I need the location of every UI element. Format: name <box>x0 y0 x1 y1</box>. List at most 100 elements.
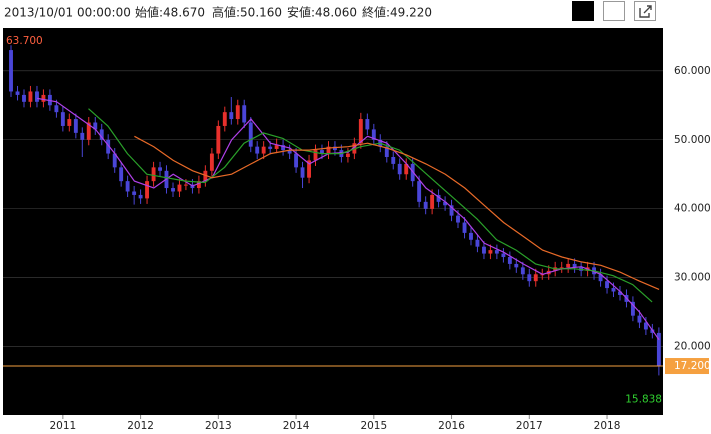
candle-body <box>35 91 39 102</box>
candle-body <box>9 50 13 92</box>
candle-body <box>643 322 648 330</box>
candle-body <box>313 150 318 161</box>
candle-body <box>630 301 635 316</box>
min-marker-label: 15.838 <box>625 393 662 405</box>
x-tick-label: 2015 <box>360 420 387 432</box>
white-theme-button[interactable] <box>603 1 625 21</box>
candle-body <box>171 188 175 192</box>
candle-body <box>22 94 26 102</box>
x-tick-label: 2014 <box>283 420 310 432</box>
candle-body <box>533 274 538 282</box>
candle-body <box>404 163 409 175</box>
candle-body <box>242 105 247 123</box>
candle-body <box>501 253 506 258</box>
candle-body <box>99 129 104 140</box>
candle-body <box>449 205 454 216</box>
x-tick-label: 2011 <box>49 420 76 432</box>
open-external-button[interactable] <box>634 1 656 21</box>
candle-body <box>326 146 331 154</box>
candle-body <box>255 146 260 154</box>
header-open: 始値:48.670 <box>135 5 205 20</box>
candle-body <box>391 157 396 164</box>
candle-body <box>488 250 493 254</box>
candle-body <box>41 94 46 102</box>
candle-body <box>222 112 227 126</box>
y-tick-label: 60.000 <box>674 65 711 77</box>
candle-body <box>177 184 182 192</box>
candle-body <box>559 267 564 269</box>
candle-body <box>138 194 143 199</box>
header-low: 安値:48.060 <box>287 5 357 20</box>
candle-body <box>112 153 117 168</box>
candle-body <box>158 167 162 171</box>
candle-body <box>93 122 98 130</box>
x-tick-label: 2013 <box>205 420 232 432</box>
candle-body <box>475 239 480 247</box>
x-tick-label: 2017 <box>516 420 543 432</box>
plot-area <box>3 28 663 415</box>
candle-body <box>598 274 603 282</box>
candle-body <box>125 181 130 192</box>
candle-body <box>80 132 85 140</box>
candle-body <box>300 167 305 178</box>
candle-body <box>229 112 234 120</box>
candle-body <box>235 105 240 120</box>
candle-body <box>183 184 188 186</box>
x-tick-label: 2016 <box>438 420 465 432</box>
candle-body <box>209 153 214 171</box>
candle-body <box>132 191 137 195</box>
candle-body <box>443 201 448 206</box>
candle-body <box>261 146 266 154</box>
candle-body <box>248 122 253 147</box>
candle-body <box>281 145 286 151</box>
candle-body <box>28 91 33 102</box>
candle-body <box>274 145 279 149</box>
candle-body <box>566 263 571 268</box>
candle-body <box>67 119 72 126</box>
candle-body <box>507 257 512 264</box>
candle-body <box>462 222 467 233</box>
y-tick-label: 20.000 <box>674 341 711 353</box>
candle-body <box>520 267 525 275</box>
candle-body <box>86 122 91 140</box>
candle-body <box>656 332 661 367</box>
candle-body <box>287 150 292 154</box>
x-tick-label: 2018 <box>594 420 621 432</box>
candle-body <box>333 146 337 151</box>
moving-average-line <box>37 97 660 341</box>
candle-body <box>494 250 499 254</box>
candle-body <box>216 125 221 154</box>
moving-average-line <box>88 108 653 303</box>
candle-body <box>345 153 350 157</box>
candle-body <box>417 181 422 202</box>
candle-body <box>430 194 435 209</box>
candle-body <box>618 291 622 295</box>
candle-body <box>365 119 370 130</box>
candle-body <box>572 263 577 268</box>
candle-body <box>397 163 402 175</box>
black-theme-button[interactable] <box>572 1 594 21</box>
candle-body <box>469 232 473 240</box>
candle-body <box>423 201 428 209</box>
candle-body <box>106 139 111 154</box>
y-tick-label: 50.000 <box>674 134 711 146</box>
header-date: 2013/10/01 00:00:00 <box>4 6 131 20</box>
candle-body <box>514 263 519 268</box>
candle-body <box>60 112 65 126</box>
candle-body <box>358 119 363 144</box>
candle-body <box>15 91 20 95</box>
x-tick-label: 2012 <box>127 420 154 432</box>
last-price-badge <box>665 358 709 375</box>
candle-body <box>320 150 324 154</box>
candle-body <box>456 215 460 223</box>
candle-body <box>605 281 609 289</box>
candle-body <box>145 181 149 199</box>
last-price-label: 17.200 <box>674 360 711 372</box>
candle-body <box>268 146 273 149</box>
header-close: 終値:49.220 <box>362 5 432 20</box>
candle-body <box>307 160 311 178</box>
moving-average-line <box>134 135 660 290</box>
candle-body <box>151 167 156 182</box>
y-tick-label: 40.000 <box>674 203 711 215</box>
